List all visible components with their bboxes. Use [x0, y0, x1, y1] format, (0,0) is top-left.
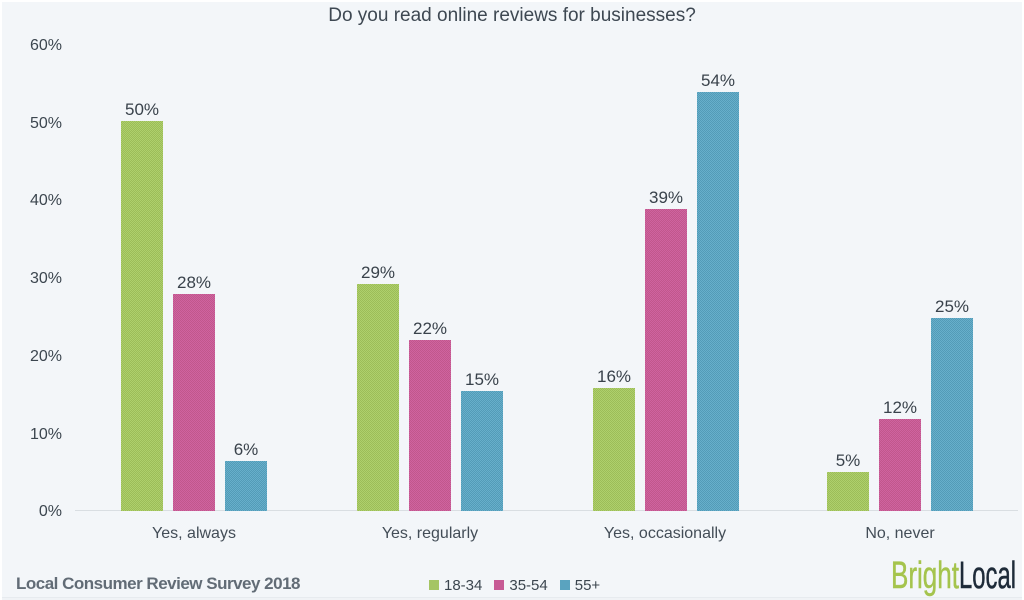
svg-text:Local: Local	[959, 555, 1016, 597]
svg-text:Bright: Bright	[891, 555, 959, 597]
